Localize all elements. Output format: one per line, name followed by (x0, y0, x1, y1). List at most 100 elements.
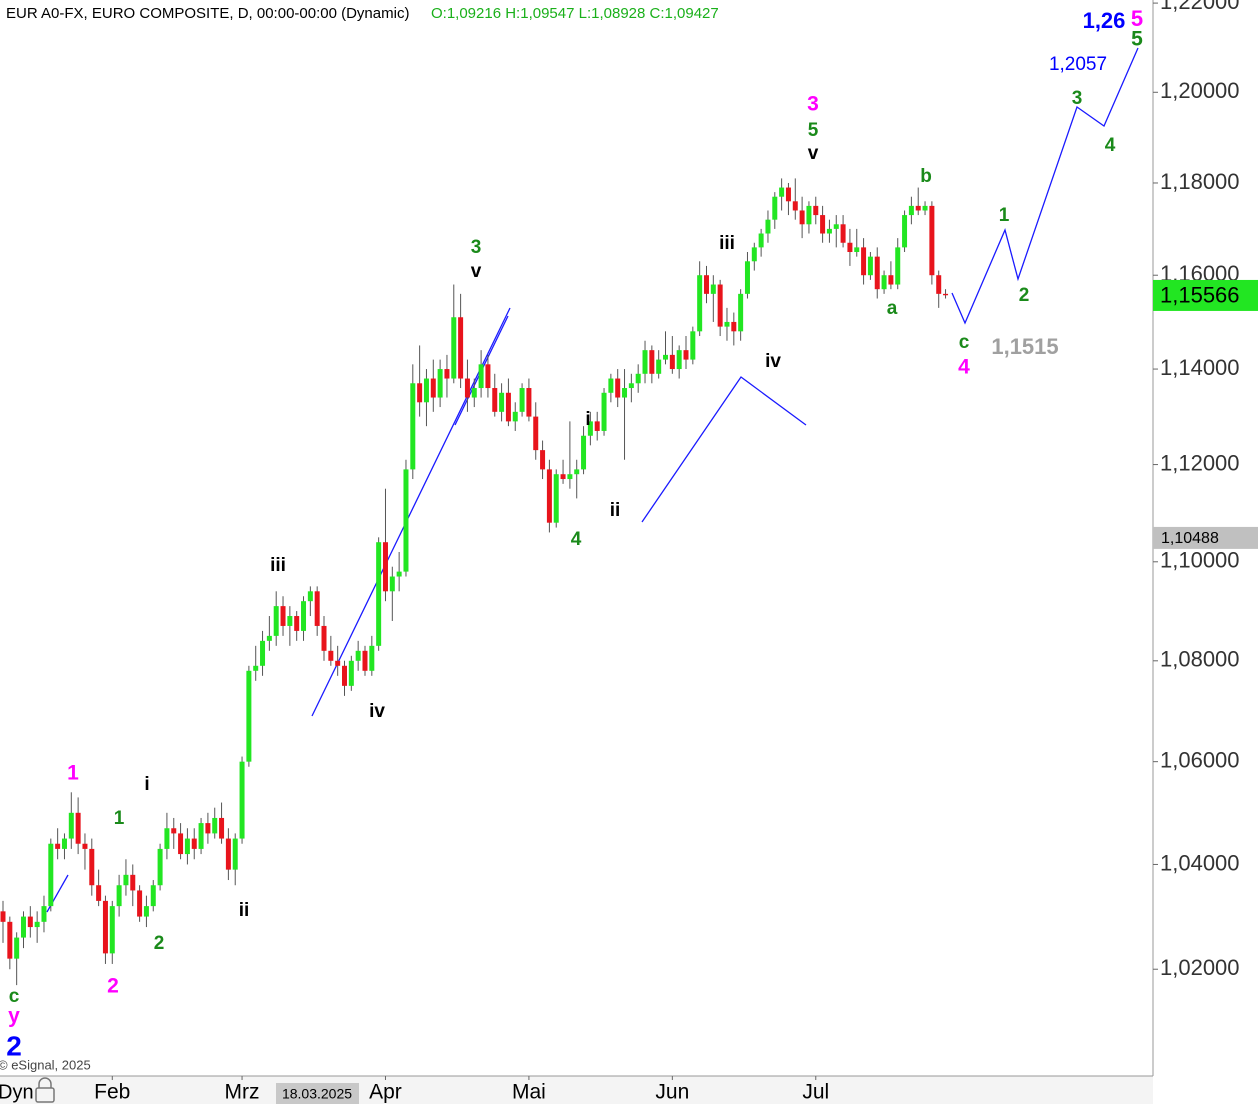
candle-body (628, 383, 634, 389)
wave-label: 2 (154, 933, 165, 954)
candle-body (642, 350, 648, 374)
projection-line (641, 376, 807, 523)
candle-body (225, 838, 231, 870)
candle-body (178, 833, 184, 855)
candle-body (710, 284, 716, 294)
y-tick-label: 1,04000 (1160, 850, 1240, 875)
candle-body (738, 293, 744, 332)
wave-label: 2 (1019, 285, 1030, 306)
lock-shackle (38, 1077, 52, 1088)
candle-body (635, 373, 641, 384)
candle-body (48, 843, 54, 907)
candle-body (936, 275, 942, 294)
candle-body (915, 205, 921, 211)
candle-body (130, 874, 136, 891)
candle-body (102, 900, 108, 954)
y-tick-label: 1,20000 (1160, 78, 1240, 103)
candle-body (785, 187, 791, 202)
candle-body (874, 256, 880, 290)
wave-label: 1 (114, 808, 125, 829)
candle-body (478, 364, 484, 389)
candle-body (881, 275, 887, 290)
x-tick-label: Mai (512, 1081, 546, 1104)
candle-body (41, 906, 47, 922)
wave-label: iii (270, 555, 286, 576)
candle-body (369, 645, 375, 671)
candle-body (458, 317, 464, 379)
candle-body (89, 848, 95, 886)
chart-header: EUR A0-FX, EURO COMPOSITE, D, 00:00-00:0… (6, 5, 409, 22)
candle-body (376, 542, 382, 646)
candle-body (355, 650, 361, 661)
x-tick-label: Jul (802, 1081, 829, 1104)
wave-label: 1 (999, 205, 1010, 226)
candle-body (171, 828, 177, 834)
y-tick-label: 1,14000 (1160, 355, 1240, 380)
candle-body (581, 435, 587, 470)
wave-label: 1,2057 (1049, 54, 1107, 75)
wave-label: i (144, 774, 149, 795)
candle-body (895, 247, 901, 285)
wave-label: y (8, 1005, 20, 1028)
candle-body (854, 247, 860, 253)
y-tick-label: 1,10000 (1160, 548, 1240, 573)
candle-body (499, 392, 505, 412)
wave-label: 1,26 (1083, 8, 1126, 33)
candle-body (437, 369, 443, 398)
candle-body (526, 388, 532, 417)
wave-label: c (9, 986, 20, 1007)
lock-icon (35, 1077, 55, 1103)
candle-body (615, 378, 621, 398)
candle-body (143, 906, 149, 917)
price-marker (1153, 279, 1258, 311)
candle-body (683, 350, 689, 360)
candle-body (601, 392, 607, 431)
candle-body (20, 916, 26, 938)
price-axis (1153, 0, 1258, 1104)
candle-body (164, 828, 170, 849)
candle-body (847, 242, 853, 253)
copyright: © eSignal, 2025 (0, 1057, 91, 1072)
y-tick-label: 1,12000 (1160, 450, 1240, 475)
candle-body (219, 817, 225, 839)
candle-body (348, 660, 354, 686)
candle-body (779, 187, 785, 197)
candle-body (321, 625, 327, 651)
candle-body (280, 606, 286, 626)
price-marker-label: 1,15566 (1160, 282, 1240, 307)
candle-body (287, 616, 293, 626)
candle-body (0, 911, 6, 922)
candle-body (608, 378, 614, 393)
candle-body (246, 670, 252, 762)
candle-body (184, 838, 190, 855)
candle-body (512, 411, 518, 422)
candle-body (82, 843, 88, 849)
candle-body (198, 823, 204, 849)
candle-body (301, 601, 307, 631)
wave-label: c (959, 332, 970, 353)
y-tick-label: 1,18000 (1160, 169, 1240, 194)
candle-body (157, 848, 163, 886)
candle-body (314, 591, 320, 626)
candle-body (943, 293, 949, 296)
candle-body (342, 665, 347, 686)
candle-body (34, 921, 40, 928)
candle-body (335, 660, 341, 666)
candle-body (703, 275, 709, 294)
candle-body (396, 571, 402, 577)
x-tick-label: Feb (94, 1081, 130, 1104)
candle-body (123, 874, 129, 886)
candle-body (697, 275, 703, 332)
wave-label: 3 (471, 237, 482, 258)
candle-body (840, 224, 846, 243)
wave-label: 4 (1105, 135, 1116, 156)
wave-label: ii (610, 500, 621, 521)
candle-body (820, 215, 826, 234)
candle-body (266, 635, 272, 641)
candle-body (253, 665, 259, 671)
wave-label: 4 (958, 356, 970, 379)
candle-body (451, 317, 457, 379)
candle-body (239, 761, 245, 839)
wave-label: iv (369, 701, 385, 722)
